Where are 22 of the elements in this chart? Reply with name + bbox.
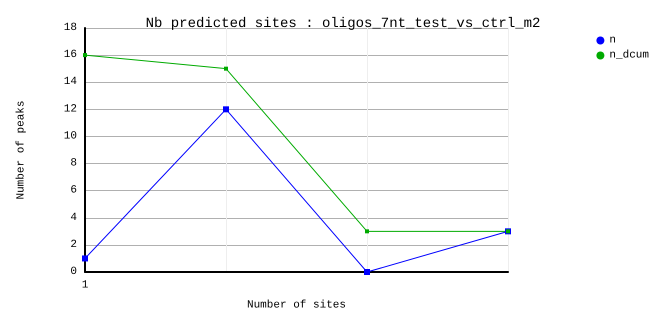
x-axis-title: Number of sites — [246, 300, 346, 312]
y-tick-label: 2 — [70, 238, 77, 251]
y-tick-label: 14 — [64, 76, 78, 88]
y-tick-label: 8 — [70, 158, 77, 170]
y-axis-title: Number of peaks — [16, 100, 28, 200]
legend-label: n — [609, 34, 616, 46]
point — [83, 53, 87, 58]
y-tick-label: 6 — [70, 184, 77, 197]
point — [364, 269, 370, 275]
point — [223, 106, 229, 112]
y-tick-label: 18 — [64, 22, 77, 34]
y-tick-label: 4 — [70, 212, 78, 224]
point — [82, 255, 88, 262]
legend-label: n_dcum — [609, 50, 650, 62]
point — [365, 229, 369, 234]
x-tick-label: 1 — [82, 280, 89, 292]
chart-title: Nb predicted sites : oligos_7nt_test_vs_ctrl_m2 — [146, 16, 540, 32]
y-tick-label: 10 — [64, 130, 77, 142]
y-tick-label: 12 — [64, 103, 77, 116]
y-tick-label: 16 — [64, 49, 77, 62]
y-tick-label: 0 — [70, 266, 77, 278]
point — [224, 66, 228, 71]
